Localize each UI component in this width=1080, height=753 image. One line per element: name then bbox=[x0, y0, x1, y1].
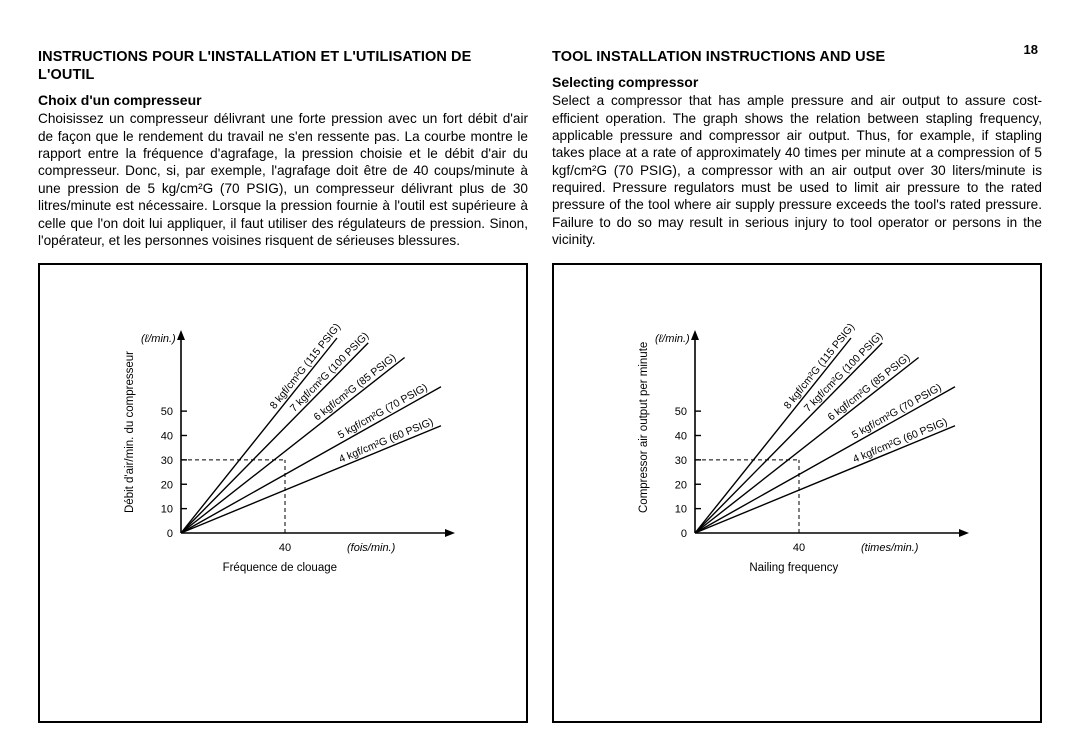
svg-text:30: 30 bbox=[161, 455, 173, 467]
two-column-layout: INSTRUCTIONS POUR L'INSTALLATION ET L'UT… bbox=[38, 48, 1042, 723]
svg-text:(fois/min.): (fois/min.) bbox=[347, 542, 396, 554]
svg-text:20: 20 bbox=[675, 479, 687, 491]
right-chart: 01020304050(ℓ/min.)40(times/min.)8 kgf/c… bbox=[587, 283, 1007, 583]
page-number: 18 bbox=[1024, 42, 1038, 57]
svg-text:50: 50 bbox=[675, 406, 687, 418]
svg-text:Fréquence de clouage: Fréquence de clouage bbox=[223, 562, 337, 574]
svg-text:Compressor air output per minu: Compressor air output per minute bbox=[638, 341, 650, 512]
svg-text:40: 40 bbox=[279, 542, 291, 554]
right-chart-container: 01020304050(ℓ/min.)40(times/min.)8 kgf/c… bbox=[552, 263, 1042, 723]
right-subtitle: Selecting compressor bbox=[552, 74, 1042, 90]
svg-text:0: 0 bbox=[167, 528, 173, 540]
left-chart: 01020304050(ℓ/min.)40(fois/min.)8 kgf/cm… bbox=[73, 283, 493, 583]
svg-text:20: 20 bbox=[161, 480, 173, 492]
svg-text:10: 10 bbox=[161, 504, 173, 516]
svg-text:(times/min.): (times/min.) bbox=[861, 542, 919, 554]
svg-text:40: 40 bbox=[161, 431, 173, 443]
left-paragraph: Choisissez un compresseur délivrant une … bbox=[38, 110, 528, 249]
svg-text:(ℓ/min.): (ℓ/min.) bbox=[141, 333, 176, 345]
right-title: TOOL INSTALLATION INSTRUCTIONS AND USE bbox=[552, 48, 1042, 66]
svg-text:Nailing frequency: Nailing frequency bbox=[749, 562, 838, 574]
svg-text:10: 10 bbox=[675, 503, 687, 515]
left-column: INSTRUCTIONS POUR L'INSTALLATION ET L'UT… bbox=[38, 48, 528, 723]
svg-text:40: 40 bbox=[793, 542, 805, 554]
svg-text:30: 30 bbox=[675, 455, 687, 467]
left-subtitle: Choix d'un compresseur bbox=[38, 92, 528, 108]
svg-text:50: 50 bbox=[161, 407, 173, 419]
right-paragraph: Select a compressor that has ample press… bbox=[552, 92, 1042, 249]
svg-text:0: 0 bbox=[681, 528, 687, 540]
right-column: TOOL INSTALLATION INSTRUCTIONS AND USE S… bbox=[552, 48, 1042, 723]
svg-text:Débit d'air/min. du compresseu: Débit d'air/min. du compresseur bbox=[124, 351, 136, 513]
left-chart-container: 01020304050(ℓ/min.)40(fois/min.)8 kgf/cm… bbox=[38, 263, 528, 723]
svg-text:40: 40 bbox=[675, 430, 687, 442]
left-title: INSTRUCTIONS POUR L'INSTALLATION ET L'UT… bbox=[38, 48, 528, 84]
svg-text:(ℓ/min.): (ℓ/min.) bbox=[655, 333, 690, 345]
